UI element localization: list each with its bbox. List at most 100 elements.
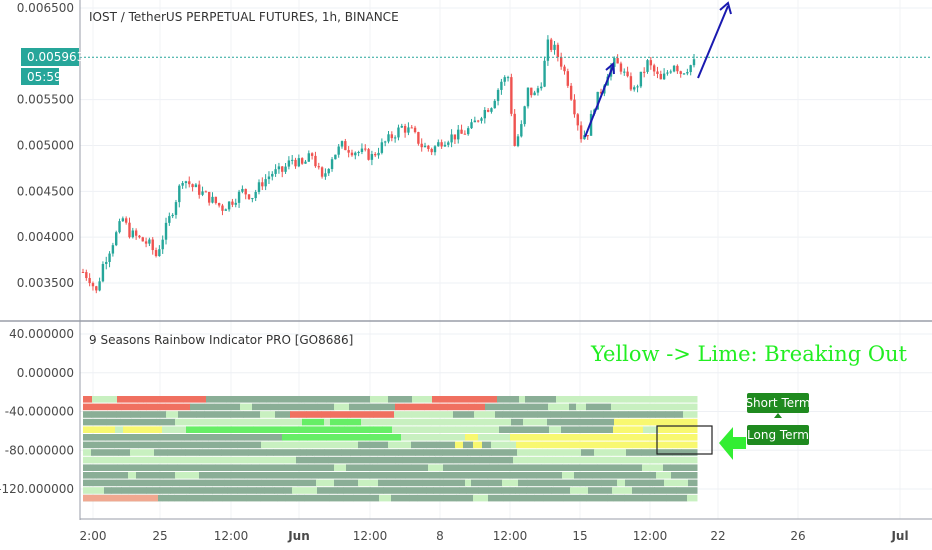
candle-body (337, 146, 340, 155)
rainbow-heatmap (83, 396, 698, 502)
candle-body (559, 57, 563, 67)
heatmap-cell (168, 494, 175, 502)
heatmap-cell (689, 426, 698, 433)
heatmap-cell (112, 472, 129, 479)
heatmap-cell (204, 403, 215, 411)
heatmap-cell (386, 418, 413, 426)
heatmap-cell (401, 434, 414, 441)
heatmap-cell (625, 479, 653, 487)
heatmap-cell (658, 426, 674, 433)
candle-body (188, 181, 191, 185)
candle-body (589, 113, 593, 136)
heatmap-cell (561, 426, 580, 433)
candle-body (533, 92, 536, 96)
heatmap-cell (248, 449, 267, 456)
candle-body (623, 71, 626, 73)
heatmap-cell (208, 441, 220, 449)
heatmap-cell (351, 434, 366, 441)
candle-body (540, 86, 543, 89)
heatmap-cell (684, 456, 698, 464)
candle-body (227, 201, 231, 210)
heatmap-cell (499, 426, 514, 433)
candle-body (400, 125, 403, 128)
candle-body (576, 114, 579, 126)
heatmap-cell (83, 464, 91, 471)
heatmap-cell (106, 418, 121, 426)
heatmap-cell (296, 494, 305, 502)
candle-body (134, 230, 138, 236)
heatmap-cell (571, 456, 597, 464)
heatmap-cell (278, 403, 305, 411)
heatmap-cell (373, 411, 395, 418)
heatmap-cell (570, 487, 578, 494)
candle-body (493, 100, 496, 109)
heatmap-cell (138, 403, 147, 411)
heatmap-cell (199, 426, 218, 433)
heatmap-cell (433, 487, 460, 494)
candle-body (284, 166, 287, 172)
heatmap-cell (629, 434, 636, 441)
heatmap-cell (230, 472, 245, 479)
heatmap-cell (512, 411, 538, 418)
heatmap-cell (122, 456, 149, 464)
heatmap-cell (641, 418, 660, 426)
candle-body (566, 71, 570, 86)
candle-body (553, 44, 556, 50)
heatmap-cell (143, 396, 171, 403)
heatmap-cell (343, 487, 371, 494)
heatmap-cell (158, 464, 168, 471)
heatmap-cell (534, 494, 544, 502)
candle-body (367, 149, 370, 160)
indicator-tick-label: 0.000000 (17, 366, 74, 380)
price-tick-label: 0.005000 (17, 139, 74, 153)
heatmap-cell (185, 449, 200, 456)
candle-body (354, 152, 357, 156)
heatmap-cell (315, 396, 327, 403)
heatmap-cell (334, 403, 350, 411)
heatmap-cell (252, 403, 271, 411)
heatmap-cell (284, 464, 299, 471)
heatmap-cell (674, 411, 684, 418)
candle-body (164, 222, 168, 240)
heatmap-cell (611, 449, 627, 456)
heatmap-cell (683, 411, 698, 418)
heatmap-cell (588, 487, 613, 494)
heatmap-cell (225, 434, 235, 441)
heatmap-cell (585, 479, 602, 487)
heatmap-cell (568, 464, 580, 471)
long-term-tag: Long Term (747, 425, 809, 445)
candle-body (178, 185, 181, 203)
x-tick-label: 8 (436, 529, 444, 543)
candle-body (118, 221, 121, 233)
heatmap-cell (474, 426, 500, 433)
heatmap-cell (274, 487, 284, 494)
heatmap-cell (621, 464, 643, 471)
heatmap-cell (556, 396, 573, 403)
heatmap-cell (107, 403, 122, 411)
candle-body (201, 191, 204, 195)
candle-body (666, 72, 669, 74)
heatmap-cell (498, 464, 519, 471)
candle-body (642, 71, 646, 73)
heatmap-cell (466, 487, 479, 494)
heatmap-cell (190, 403, 205, 411)
candle-body (393, 137, 397, 139)
heatmap-cell (377, 456, 396, 464)
heatmap-cell (113, 456, 123, 464)
candle-body (88, 278, 91, 284)
heatmap-cell (105, 434, 133, 441)
heatmap-cell (543, 494, 564, 502)
candle-body (686, 72, 689, 74)
heatmap-cell (292, 487, 318, 494)
candle-body (420, 143, 423, 148)
heatmap-cell (579, 464, 598, 471)
heatmap-cell (256, 487, 265, 494)
price-tick-label: 0.005500 (17, 93, 74, 107)
heatmap-cell (201, 464, 216, 471)
heatmap-cell (379, 494, 392, 502)
candle-body (397, 127, 400, 138)
heatmap-cell (337, 487, 344, 494)
heatmap-cell (388, 441, 412, 449)
heatmap-cell (491, 441, 517, 449)
